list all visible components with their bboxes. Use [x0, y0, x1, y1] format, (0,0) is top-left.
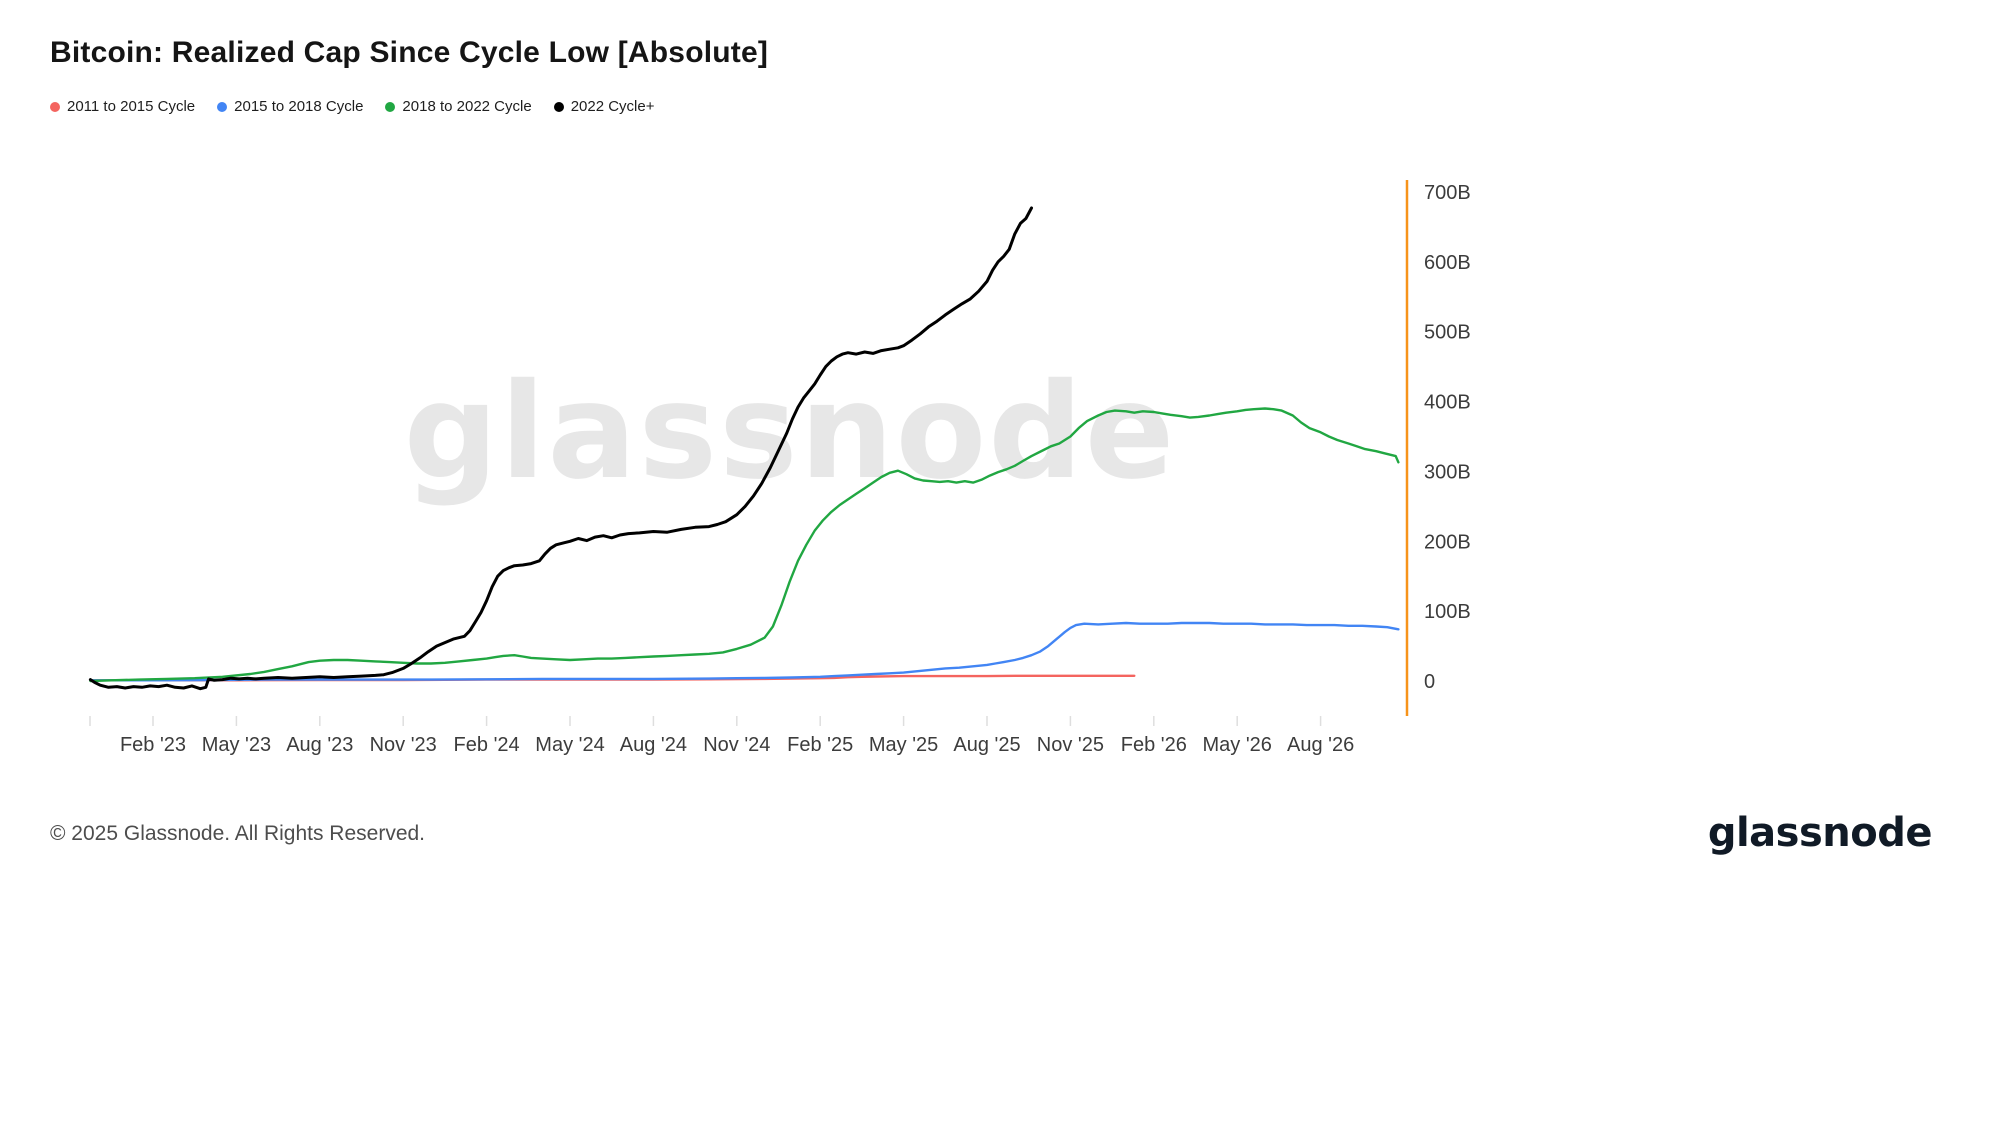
legend-label: 2011 to 2015 Cycle — [67, 98, 196, 115]
x-tick-label: Nov '24 — [703, 734, 770, 756]
x-tick-label: Feb '23 — [120, 734, 186, 756]
series-line-3 — [89, 407, 1400, 683]
y-tick-label: 0 — [1424, 671, 1435, 693]
x-tick-label: Nov '25 — [1037, 734, 1104, 756]
series-line-2 — [89, 621, 1400, 682]
y-tick-label: 100B — [1424, 601, 1471, 623]
x-tick-label: Nov '23 — [370, 734, 437, 756]
footer-copyright: © 2025 Glassnode. All Rights Reserved. — [50, 822, 426, 845]
legend-dot-icon — [50, 101, 60, 112]
x-tick-label: Feb '25 — [787, 734, 853, 756]
x-tick-label: May '24 — [535, 734, 604, 756]
legend-label: 2022 Cycle+ — [570, 98, 655, 115]
x-tick-label: Feb '26 — [1121, 734, 1187, 756]
x-tick-label: Aug '24 — [620, 734, 687, 756]
y-tick-label: 600B — [1424, 252, 1471, 274]
series-line-4 — [88, 206, 1033, 691]
legend-item-4[interactable]: 2022 Cycle+ — [553, 98, 655, 115]
legend: 2011 to 2015 Cycle 2015 to 2018 Cycle 2018… — [50, 98, 655, 115]
x-tick-label: May '26 — [1202, 734, 1271, 756]
legend-item-3[interactable]: 2018 to 2022 Cycle — [385, 98, 532, 115]
y-tick-label: 500B — [1424, 322, 1471, 344]
x-tick-label: May '23 — [202, 734, 271, 756]
x-tick-label: Aug '26 — [1287, 734, 1354, 756]
page-title: Bitcoin: Realized Cap Since Cycle Low [A… — [50, 36, 769, 69]
y-tick-label: 400B — [1424, 392, 1471, 414]
legend-label: 2015 to 2018 Cycle — [234, 98, 364, 115]
y-tick-label: 700B — [1424, 182, 1471, 204]
legend-dot-icon — [217, 101, 228, 112]
x-tick-label: Aug '25 — [953, 734, 1020, 756]
glassnode-logo[interactable]: glassnode — [1707, 810, 1933, 856]
legend-dot-icon — [553, 101, 564, 112]
y-tick-label: 200B — [1424, 531, 1471, 553]
legend-label: 2018 to 2022 Cycle — [402, 98, 532, 115]
legend-item-2[interactable]: 2015 to 2018 Cycle — [217, 98, 363, 115]
x-tick-label: May '25 — [869, 734, 938, 756]
glassnode-watermark: glassnode — [403, 355, 1177, 509]
legend-item-1[interactable]: 2011 to 2015 Cycle — [50, 98, 195, 115]
x-tick-label: Feb '24 — [454, 734, 520, 756]
legend-dot-icon — [385, 101, 396, 112]
y-tick-label: 300B — [1424, 461, 1471, 483]
x-tick-label: Aug '23 — [286, 734, 353, 756]
